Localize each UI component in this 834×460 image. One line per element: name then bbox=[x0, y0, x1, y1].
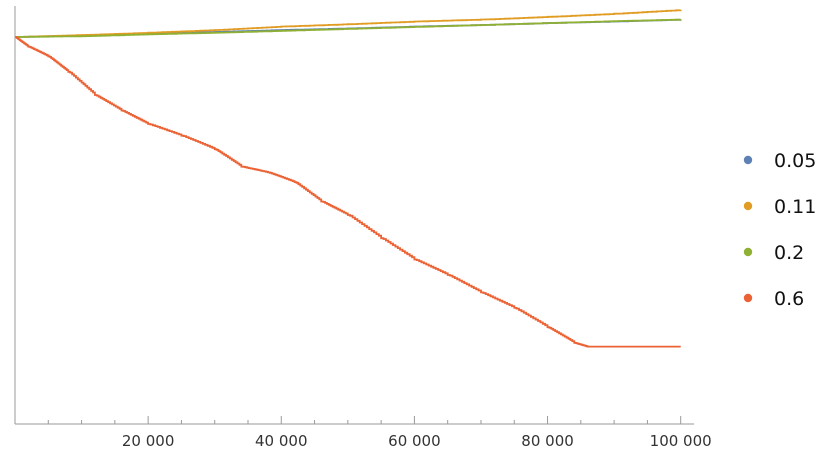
x-tick-label: 80 000 bbox=[521, 432, 574, 450]
legend-label: 0.05 bbox=[774, 150, 816, 172]
legend-label: 0.6 bbox=[774, 288, 804, 310]
legend: 0.05 0.11 0.2 0.6 bbox=[743, 150, 816, 310]
legend-marker bbox=[743, 293, 753, 303]
series-line-0-11 bbox=[15, 9, 682, 38]
series-layer bbox=[15, 9, 682, 348]
series-line-0-2 bbox=[15, 18, 682, 38]
x-axis-ticks: 20 000 40 000 60 000 80 000 100 000 bbox=[47, 416, 712, 450]
x-tick-label: 60 000 bbox=[388, 432, 441, 450]
series-line-0-6 bbox=[15, 36, 681, 348]
legend-label: 0.2 bbox=[774, 242, 804, 264]
x-tick-label: 100 000 bbox=[650, 432, 712, 450]
legend-marker bbox=[743, 155, 753, 165]
legend-label: 0.11 bbox=[774, 196, 816, 218]
x-tick-label: 40 000 bbox=[255, 432, 308, 450]
legend-marker bbox=[743, 247, 753, 257]
legend-marker bbox=[743, 201, 753, 211]
x-tick-label: 20 000 bbox=[122, 432, 175, 450]
